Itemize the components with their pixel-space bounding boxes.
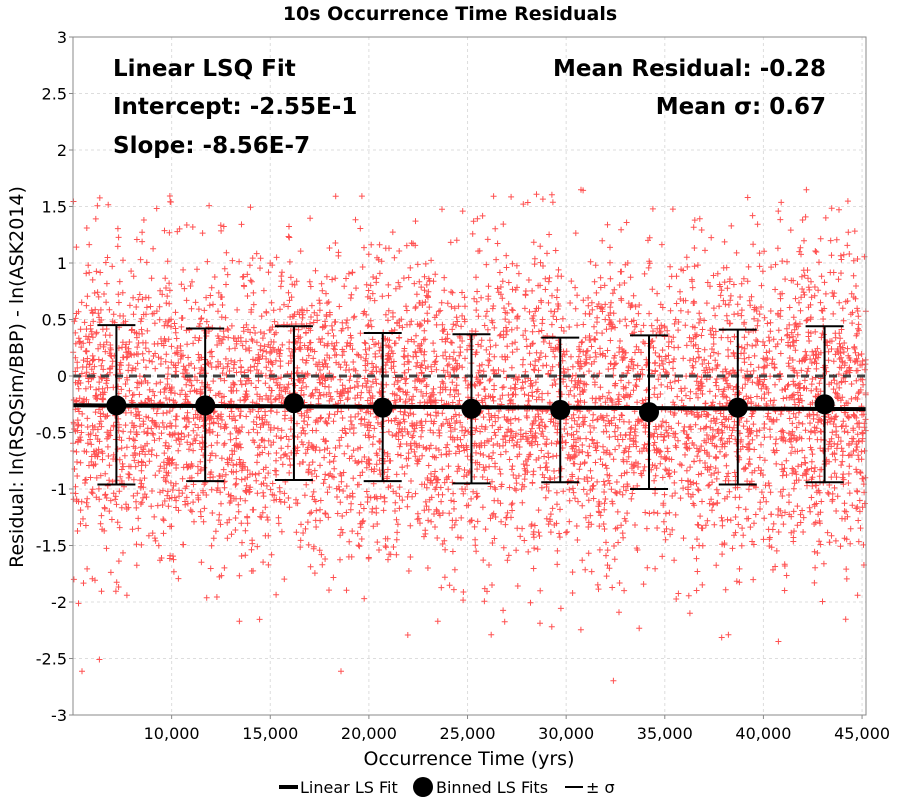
binned-fit-point-4: [461, 398, 482, 419]
legend: Linear LS Fit Binned LS Fits ± σ: [279, 777, 615, 797]
y-tick-label-9: 1.5: [42, 198, 67, 217]
y-tick-label-2: -2: [51, 593, 67, 612]
legend-fit-label: Linear LS Fit: [300, 778, 398, 797]
y-tick-label-11: 2.5: [42, 85, 67, 104]
y-tick-label-4: -1: [51, 480, 67, 499]
legend-binned-swatch: [413, 777, 433, 797]
binned-fit-point-5: [550, 399, 571, 420]
x-tick-label-5: 35,000: [637, 724, 693, 743]
binned-fit-point-7: [727, 397, 748, 418]
binned-fits: [97, 324, 844, 490]
y-tick-label-5: -0.5: [36, 424, 67, 443]
x-tick-label-7: 45,000: [834, 724, 890, 743]
y-tick-label-3: -1.5: [36, 537, 67, 556]
y-tick-label-7: 0.5: [42, 311, 67, 330]
x-tick-label-4: 30,000: [538, 724, 594, 743]
legend-sigma-label: ± σ: [586, 778, 615, 797]
binned-fit-point-8: [814, 394, 835, 415]
binned-fit-point-1: [195, 395, 216, 416]
y-tick-label-12: 3: [57, 28, 67, 47]
x-tick-label-0: 10,000: [144, 724, 200, 743]
x-tick-label-3: 25,000: [440, 724, 496, 743]
fit-name-annotation: Linear LSQ Fit: [113, 56, 296, 82]
y-axis-ticks: -3 -2.5 -2 -1.5 -1 -0.5 0 0.5 1 1.5 2 2.5 3: [36, 28, 73, 725]
x-axis-ticks: 10,000 15,000 20,000 25,000 30,000 35,000 40,0…: [144, 715, 890, 743]
binned-fit-point-3: [372, 397, 393, 418]
x-tick-label-6: 40,000: [735, 724, 791, 743]
mean-sigma-annotation: Mean σ: 0.67: [656, 94, 826, 120]
legend-binned-label: Binned LS Fits: [436, 778, 548, 797]
x-axis-label: Occurrence Time (yrs): [364, 748, 575, 770]
binned-fit-point-2: [283, 393, 304, 414]
x-tick-label-1: 15,000: [242, 724, 298, 743]
binned-fit-point-6: [639, 402, 660, 423]
binned-fit-point-0: [106, 395, 127, 416]
y-tick-label-1: -2.5: [36, 650, 67, 669]
y-tick-label-10: 2: [57, 141, 67, 160]
y-tick-label-0: -3: [51, 706, 67, 725]
y-tick-label-6: 0: [57, 367, 67, 386]
y-axis-label: Residual: ln(RSQSim/BBP) - ln(ASK2014): [6, 186, 28, 568]
y-tick-label-8: 1: [57, 254, 67, 273]
x-tick-label-2: 20,000: [341, 724, 397, 743]
mean-residual-annotation: Mean Residual: -0.28: [553, 56, 826, 82]
intercept-annotation: Intercept: -2.55E-1: [113, 94, 357, 120]
slope-annotation: Slope: -8.56E-7: [113, 133, 310, 159]
chart-title: 10s Occurrence Time Residuals: [283, 3, 617, 25]
